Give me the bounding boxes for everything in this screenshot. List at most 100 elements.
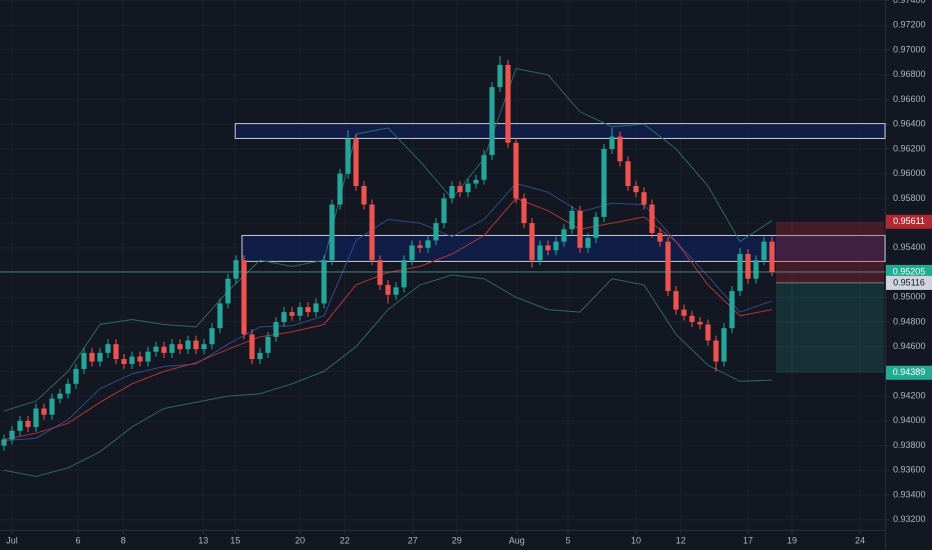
candle-body — [553, 241, 559, 251]
candle-body — [289, 312, 295, 316]
candle-body — [409, 245, 415, 261]
candle-body — [593, 216, 599, 238]
candle-body — [561, 229, 567, 242]
price-label-bg — [886, 275, 932, 290]
y-tick-label: 0.93400 — [893, 489, 926, 499]
y-tick-label: 0.93200 — [893, 514, 926, 524]
candle-body — [473, 179, 479, 184]
candle-body — [673, 291, 679, 310]
price-label: 0.95611 — [893, 216, 925, 226]
x-tick-label: 5 — [565, 535, 570, 545]
candle-body — [297, 307, 303, 316]
x-tick-label: 6 — [75, 535, 80, 545]
candle-body — [705, 324, 711, 341]
candle-body — [145, 351, 151, 362]
candle-body — [697, 321, 703, 325]
candle-body — [49, 398, 55, 415]
candle-body — [585, 237, 591, 248]
y-tick-label: 0.97400 — [893, 0, 926, 5]
candle-body — [9, 430, 15, 440]
candle-body — [233, 260, 239, 279]
x-tick-label: 19 — [787, 535, 797, 545]
x-tick-label: 15 — [230, 535, 240, 545]
candle-body — [633, 186, 639, 193]
candle-body — [33, 408, 39, 428]
candle-body — [401, 260, 407, 288]
candle-body — [169, 344, 175, 353]
candle-body — [385, 284, 391, 295]
candle-body — [249, 334, 255, 360]
candle-body — [57, 393, 63, 399]
y-tick-label: 0.96000 — [893, 168, 926, 178]
candle-body — [449, 186, 455, 199]
y-tick-label: 0.96200 — [893, 143, 926, 153]
y-tick-label: 0.96800 — [893, 69, 926, 79]
candle-body — [257, 352, 263, 360]
candle-body — [745, 253, 751, 279]
price-label: 0.94389 — [893, 367, 926, 377]
candle-body — [353, 139, 359, 187]
y-tick-label: 0.97000 — [893, 44, 926, 54]
stop-zone — [776, 221, 884, 283]
x-tick-label: Jul — [6, 535, 18, 545]
x-tick-label: 8 — [121, 535, 126, 545]
y-tick-label: 0.95000 — [893, 292, 926, 302]
candle-body — [193, 340, 199, 350]
candle-body — [689, 315, 695, 322]
price-label: 0.95116 — [893, 277, 925, 287]
y-tick-label: 0.95800 — [893, 193, 926, 203]
candle-body — [177, 344, 183, 350]
price-label: 0.95205 — [893, 266, 926, 276]
candle-body — [609, 136, 615, 149]
candle-body — [769, 241, 775, 272]
candle-body — [521, 198, 527, 224]
candle-body — [25, 420, 31, 428]
candle-body — [209, 328, 215, 345]
x-tick-label: 12 — [676, 535, 686, 545]
candle-body — [121, 359, 127, 365]
candle-body — [497, 64, 503, 88]
candle-body — [425, 240, 431, 248]
candle-body — [489, 87, 495, 156]
y-tick-label: 0.94200 — [893, 391, 926, 401]
candle-body — [569, 210, 575, 230]
candle-body — [369, 204, 375, 261]
candle-body — [17, 420, 23, 431]
x-tick-label: 13 — [198, 535, 208, 545]
candle-body — [321, 260, 327, 304]
candle-body — [241, 260, 247, 335]
candle-body — [81, 352, 87, 369]
candle-body — [65, 383, 71, 394]
y-tick-label: 0.97200 — [893, 20, 926, 30]
candle-body — [1, 439, 7, 446]
candle-body — [417, 245, 423, 248]
candle-body — [729, 291, 735, 329]
candle-body — [329, 204, 335, 261]
x-tick-label: 24 — [855, 535, 865, 545]
candle-body — [281, 312, 287, 322]
candle-body — [577, 210, 583, 248]
zone — [234, 123, 886, 139]
y-tick-label: 0.93600 — [893, 465, 926, 475]
candle-body — [225, 278, 231, 304]
candle-body — [137, 356, 143, 362]
candle-body — [657, 232, 663, 242]
candle-body — [617, 136, 623, 162]
candle-body — [345, 139, 351, 174]
candle-body — [377, 260, 383, 285]
candle-body — [641, 192, 647, 205]
candle-body — [721, 328, 727, 362]
candle-body — [129, 356, 135, 365]
candle-body — [337, 173, 343, 205]
x-tick-label: 22 — [340, 535, 350, 545]
candle-body — [753, 260, 759, 279]
candle-body — [217, 303, 223, 329]
candle-body — [761, 241, 767, 261]
candle-body — [513, 142, 519, 199]
indicator-line — [3, 197, 773, 440]
candle-body — [89, 352, 95, 362]
candle-body — [393, 287, 399, 295]
y-tick-label: 0.94600 — [893, 341, 926, 351]
candle-body — [153, 346, 159, 352]
